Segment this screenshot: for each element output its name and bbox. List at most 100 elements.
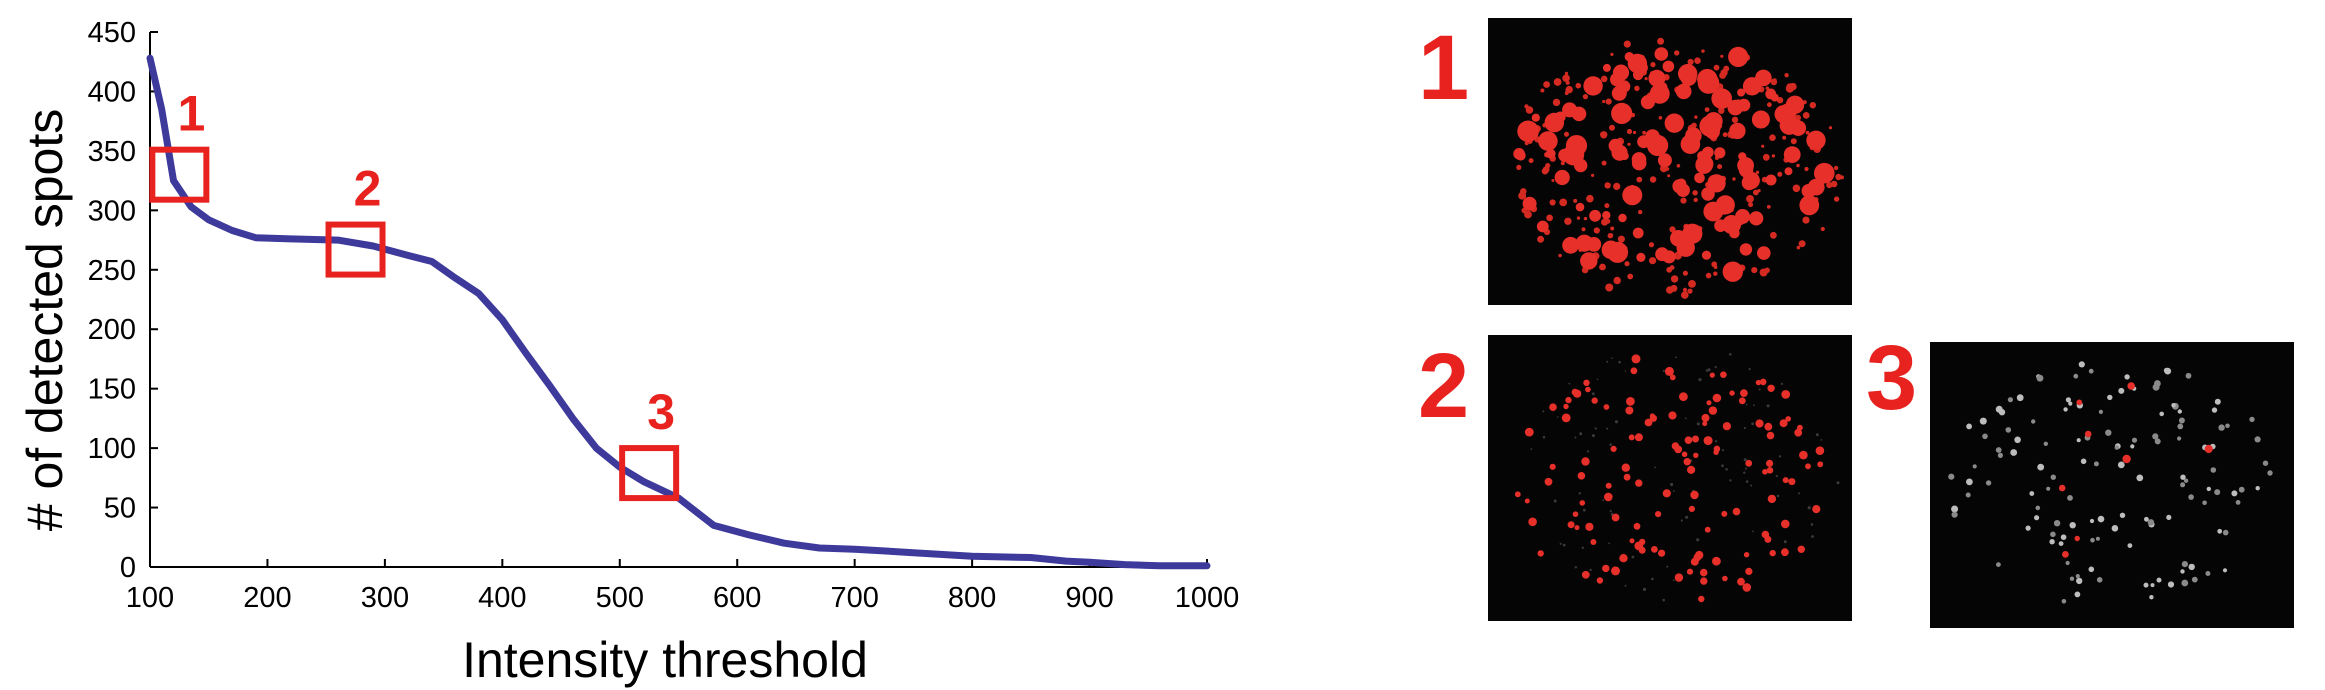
spot-dot xyxy=(1765,174,1777,186)
spot-dot xyxy=(2238,486,2245,493)
spot-dot xyxy=(2118,387,2125,394)
spot-dot xyxy=(1694,172,1705,184)
spot-dot xyxy=(2076,577,2083,585)
spot-dot xyxy=(1705,272,1712,279)
spot-dot xyxy=(1674,445,1683,454)
spot-dot xyxy=(2231,490,2238,497)
spot-dot xyxy=(2036,374,2044,382)
spot-dot xyxy=(1739,243,1753,256)
spot-dot xyxy=(1613,276,1621,285)
spot-dot xyxy=(1729,390,1735,396)
spot-dot xyxy=(1591,173,1595,177)
spot-dot xyxy=(2105,429,2112,436)
spot-dot xyxy=(2097,515,2105,523)
spot-dot xyxy=(1664,366,1674,376)
spot-dot xyxy=(1586,194,1594,203)
spot-dot xyxy=(2050,531,2056,538)
background-dot xyxy=(1530,448,1533,450)
spot-dot xyxy=(1757,246,1771,260)
spot-dot xyxy=(1761,530,1770,539)
background-dot xyxy=(1758,388,1761,391)
spot-dot xyxy=(2143,582,2149,588)
background-dot xyxy=(1721,464,1724,468)
spot-dot xyxy=(1626,397,1635,406)
spot-dot xyxy=(2235,500,2241,505)
background-dot xyxy=(1568,382,1571,385)
spot-dot xyxy=(1638,209,1643,215)
spot-dot xyxy=(1700,577,1708,585)
spot-dot xyxy=(1562,236,1579,254)
spot-dot xyxy=(2090,537,2095,543)
spot-dot xyxy=(1833,165,1839,171)
spot-dot xyxy=(1741,175,1757,191)
background-dot xyxy=(1836,481,1840,485)
spot-dot xyxy=(1762,153,1770,161)
spot-dot xyxy=(1605,98,1612,105)
spot-dot xyxy=(1609,233,1614,237)
spot-dot xyxy=(1602,99,1606,104)
spot-dot xyxy=(1713,445,1721,453)
spot-dot xyxy=(1751,267,1758,274)
spot-dot xyxy=(1712,556,1721,566)
spot-dot xyxy=(1583,76,1603,96)
spot-dot xyxy=(1815,446,1825,455)
spot-dot xyxy=(1781,519,1790,529)
spot-dot xyxy=(1755,170,1760,174)
background-dot xyxy=(1642,587,1647,591)
spot-dot xyxy=(1738,152,1747,161)
spot-dot xyxy=(2114,445,2119,450)
spot-dot xyxy=(1669,374,1676,381)
spot-dot xyxy=(1610,226,1615,231)
background-dot xyxy=(1743,426,1746,430)
background-dot xyxy=(1618,360,1621,364)
threshold-marker-box xyxy=(325,221,386,278)
spot-dot xyxy=(1657,153,1672,168)
background-dot xyxy=(1807,506,1811,510)
spot-dot xyxy=(1720,54,1724,58)
spot-dot xyxy=(1704,526,1711,533)
spot-dot xyxy=(1600,131,1608,139)
spot-dot xyxy=(1996,562,2001,567)
spot-dot xyxy=(1814,162,1835,184)
spot-dot xyxy=(2180,474,2186,480)
spot-dot xyxy=(1565,396,1572,404)
x-tick-label: 1000 xyxy=(1175,582,1240,614)
x-tick-label: 600 xyxy=(713,582,761,614)
spot-dot xyxy=(2117,461,2125,469)
background-dot xyxy=(1684,417,1687,420)
spot-dot xyxy=(1536,220,1549,233)
background-dot xyxy=(1707,368,1711,372)
spot-dot xyxy=(1665,167,1670,171)
spot-dot xyxy=(2014,436,2021,444)
spot-dot xyxy=(1603,404,1610,410)
spot-dot xyxy=(1583,216,1588,221)
background-dot xyxy=(1748,368,1751,371)
spot-dot xyxy=(1717,98,1728,108)
x-tick-label: 200 xyxy=(243,582,291,614)
spot-dot xyxy=(1753,189,1759,196)
spot-dot xyxy=(1784,167,1793,176)
spot-dot xyxy=(1729,227,1740,239)
spot-dot xyxy=(2156,577,2162,583)
spot-dot xyxy=(1682,287,1688,292)
spot-dot xyxy=(1767,384,1775,392)
spot-dot xyxy=(2255,486,2260,491)
spot-dot xyxy=(1767,494,1777,504)
spot-dot xyxy=(1709,372,1715,378)
spot-dot xyxy=(1799,195,1820,216)
spot-dot xyxy=(1695,156,1713,174)
spot-dot xyxy=(1524,141,1529,146)
spot-dot xyxy=(1604,182,1611,189)
spot-dot xyxy=(1686,568,1694,575)
background-dot xyxy=(1745,467,1747,470)
spot-dot xyxy=(1619,554,1628,563)
background-dot xyxy=(1745,403,1748,406)
spot-dot xyxy=(1604,203,1610,209)
background-dot xyxy=(1666,565,1669,568)
threshold-marker-label: 1 xyxy=(177,86,205,142)
spot-dot xyxy=(1571,106,1587,122)
spot-dot xyxy=(1735,209,1751,224)
spot-dot xyxy=(1699,568,1708,577)
spot-dot xyxy=(2075,574,2080,579)
background-dot xyxy=(1729,479,1732,482)
